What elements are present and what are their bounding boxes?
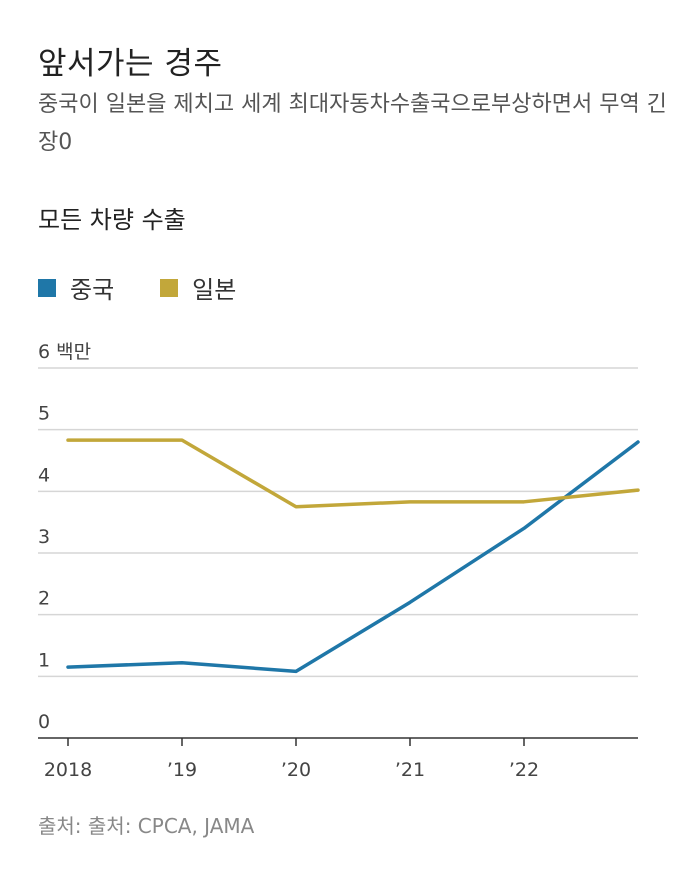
legend-item-japan: 일본	[160, 270, 236, 305]
x-tick-label-1: ’19	[167, 759, 197, 781]
y-tick-label-5: 5	[38, 403, 50, 425]
legend-label-japan: 일본	[192, 276, 237, 304]
x-tick-label-3: ’21	[395, 759, 425, 781]
legend-item-china: 중국	[38, 270, 114, 305]
chart-subtitle: 중국이 일본을 제치고 세계 최대자동차수출국으로부상하면서 무역 긴장0	[38, 92, 667, 155]
series-line-china	[66, 440, 640, 674]
legend-swatch-china	[38, 278, 56, 297]
x-tick-label-2: ’20	[281, 759, 311, 781]
x-tick-label-0: 2018	[44, 759, 92, 781]
chart-title: 앞서가는 경주	[38, 46, 223, 82]
legend-swatch-japan	[160, 278, 179, 297]
series-line-japan	[66, 438, 640, 509]
x-tick-label-4: ’22	[509, 759, 539, 781]
chart-heading: 모든 차량 수출	[38, 206, 186, 234]
legend: 중국 일본	[38, 270, 282, 305]
y-tick-label-3: 3	[38, 526, 50, 548]
legend-label-china: 중국	[70, 276, 115, 304]
y-tick-label-2: 2	[38, 588, 50, 610]
source-note: 출처: 출처: CPCA, JAMA	[38, 814, 255, 838]
y-tick-label-0: 0	[38, 711, 50, 733]
y-tick-label-6: 6 백만	[38, 341, 91, 363]
y-tick-label-4: 4	[38, 464, 50, 486]
y-tick-label-1: 1	[38, 649, 50, 671]
